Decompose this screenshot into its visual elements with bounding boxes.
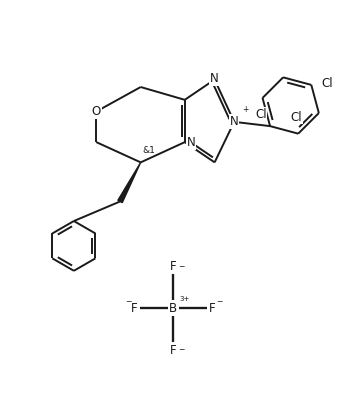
Text: F: F bbox=[170, 343, 177, 357]
Text: &1: &1 bbox=[143, 145, 155, 154]
Text: −: − bbox=[125, 298, 132, 307]
Text: Cl: Cl bbox=[255, 108, 266, 121]
Text: N: N bbox=[187, 136, 195, 149]
Polygon shape bbox=[118, 162, 141, 203]
Text: −: − bbox=[216, 298, 222, 307]
Text: Cl: Cl bbox=[321, 77, 333, 90]
Text: B: B bbox=[169, 301, 178, 315]
Text: N: N bbox=[230, 116, 239, 129]
Text: F: F bbox=[131, 301, 138, 315]
Text: F: F bbox=[170, 259, 177, 273]
Text: 3+: 3+ bbox=[179, 296, 190, 302]
Text: −: − bbox=[178, 262, 184, 271]
Text: F: F bbox=[209, 301, 216, 315]
Text: N: N bbox=[210, 72, 219, 85]
Text: O: O bbox=[92, 105, 101, 118]
Text: −: − bbox=[178, 345, 184, 354]
Text: +: + bbox=[242, 105, 248, 114]
Text: Cl: Cl bbox=[291, 111, 302, 124]
